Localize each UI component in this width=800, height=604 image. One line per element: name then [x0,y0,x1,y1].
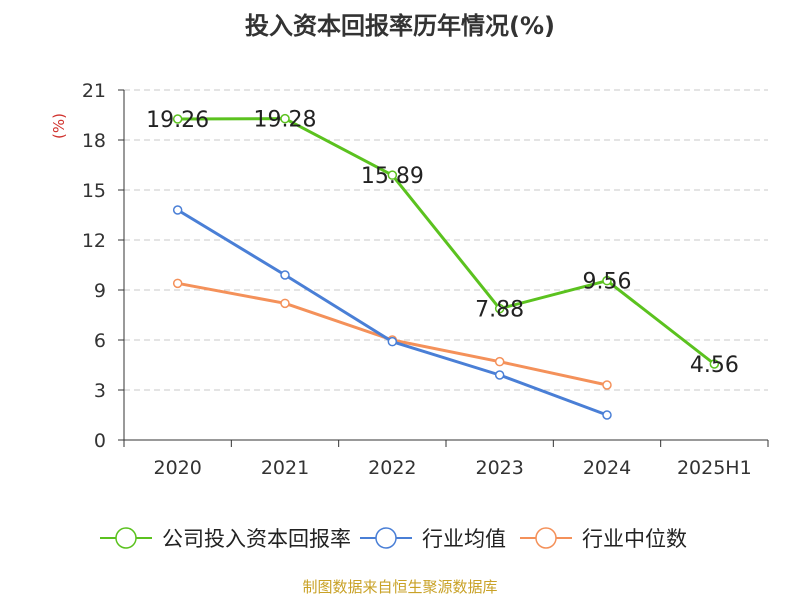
y-tick-label: 18 [82,130,106,152]
data-label: 7.88 [475,298,524,323]
data-point [172,114,183,124]
y-tick-label: 6 [94,330,106,352]
axes: 0 3 6 9 12 15 18 21 2020 2021 2022 2023 2024 2025H1 [82,80,769,479]
y-tick-label: 15 [82,180,106,202]
legend-marker-circle [115,527,137,549]
data-label: 4.56 [690,353,739,378]
y-tick-label: 12 [82,230,106,252]
data-point [602,275,612,286]
legend-label: 行业中位数 [582,527,687,551]
series-line [177,117,716,366]
data-label: 15.89 [361,164,424,189]
x-tick-label: 2021 [261,457,309,479]
data-point [172,205,183,215]
data-point [602,410,612,420]
x-tick-label: 2024 [583,457,631,479]
data-label: 9.56 [583,270,632,295]
data-point [494,370,505,380]
data-point [280,270,290,280]
data-point [387,336,398,347]
legend-label: 公司投入资本回报率 [162,527,351,551]
data-point [280,113,290,124]
data-point [494,303,505,314]
data-labels: 19.26 19.28 15.89 7.88 9.56 4.56 [146,108,739,378]
x-tick-label: 2023 [475,457,523,479]
legend-label: 行业均值 [422,527,506,551]
series-lines [172,113,720,420]
y-axis-label: (%) [50,113,68,139]
data-point [709,359,720,369]
y-tick-label: 0 [94,430,106,452]
x-tick-label: 2020 [153,457,201,479]
x-tick-label: 2025H1 [677,457,752,479]
data-label: 19.28 [254,108,317,133]
y-tick-label: 9 [94,280,106,302]
x-tick-label: 2022 [368,457,416,479]
data-point [280,298,290,309]
legend: 公司投入资本回报率 行业均值 行业中位数 [100,527,687,551]
data-point [494,356,505,367]
legend-marker-circle [535,527,557,549]
source-note: 制图数据来自恒生聚源数据库 [302,578,497,596]
data-point [172,278,183,289]
legend-marker-circle [375,527,397,549]
chart-title: 投入资本回报率历年情况(%) [245,12,555,40]
data-point [602,380,612,390]
data-label: 19.26 [146,108,209,133]
y-tick-label: 21 [82,80,106,102]
data-point [387,170,398,180]
y-tick-label: 3 [94,380,106,402]
series-line [176,208,608,417]
